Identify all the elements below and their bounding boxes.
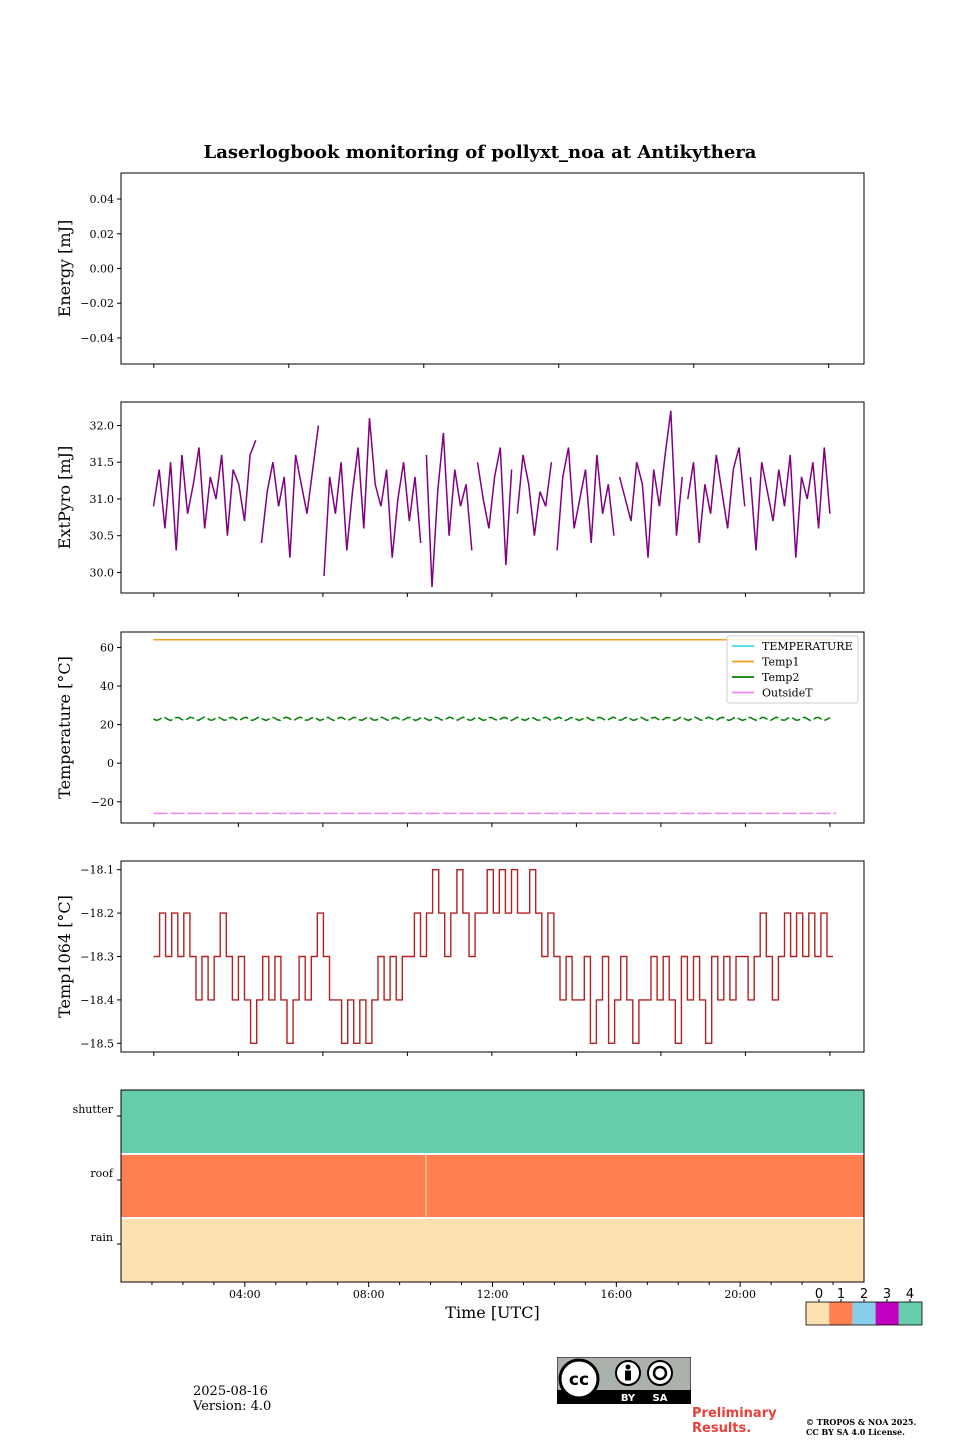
status-xtick-label: 08:00 [353, 1288, 385, 1301]
cc-sa-text: SA [653, 1393, 668, 1404]
extpyro-ytick-label: 32.0 [90, 420, 115, 433]
status-cell-shutter [121, 1090, 864, 1154]
temp1064-ytick-label: −18.5 [80, 1037, 114, 1050]
extpyro-series-line [425, 432, 473, 588]
legend-entry-temp1: Temp1 [762, 656, 799, 669]
status-row-label-shutter: shutter [73, 1103, 114, 1116]
status-cell-rain [121, 1218, 864, 1282]
legend-box [726, 635, 859, 704]
extpyro-frame [120, 401, 865, 594]
energy-frame [120, 172, 865, 365]
temperature-ytick-label: 40 [100, 680, 114, 693]
preliminary-notice: Preliminary Results. [692, 1406, 777, 1436]
energy-ytick-label: 0.04 [90, 193, 115, 206]
date-label: 2025-08-16 [193, 1384, 268, 1399]
cc-by-sa-badge-icon: cc BY SA [557, 1357, 691, 1404]
energy-axes: 0.04 0.02 0.00 −0.02 −0.04 Energy [mJ] [55, 172, 865, 368]
time-axis-label: Time [UTC] [445, 1303, 539, 1322]
colorbar-tick-label: 0 [815, 1287, 823, 1302]
extpyro-ytick-label: 30.5 [90, 530, 115, 543]
temperature-ytick-label: 0 [107, 757, 114, 770]
temperature-ytick-label: −20 [91, 796, 114, 809]
date-version-block: 2025-08-16 Version: 4.0 [193, 1384, 271, 1414]
temperature-ytick-label: 20 [100, 719, 114, 732]
extpyro-series-line [476, 447, 513, 566]
energy-ytick-label: 0.02 [90, 228, 115, 241]
legend-entry-outsidet: OutsideT [762, 687, 813, 700]
temperature-legend: TEMPERATURE Temp1 Temp2 OutsideT [726, 635, 859, 704]
copyright-line1: © TROPOS & NOA 2025. [806, 1417, 917, 1427]
extpyro-ytick-label: 31.0 [90, 493, 115, 506]
extpyro-ylabel: ExtPyro [mJ] [55, 446, 74, 549]
extpyro-series-line [260, 425, 320, 558]
temp1064-ytick-label: −18.1 [80, 864, 114, 877]
energy-ytick-label: 0.00 [90, 263, 115, 276]
status-xtick-label: 04:00 [229, 1288, 261, 1301]
status-cell-roof [121, 1154, 864, 1218]
copyright-block: © TROPOS & NOA 2025. CC BY SA 4.0 Licens… [806, 1417, 916, 1437]
temp1064-ytick-label: −18.4 [80, 994, 114, 1007]
temp1064-ytick-label: −18.3 [80, 951, 114, 964]
temp1064-series-line [153, 869, 833, 1045]
energy-ylabel: Energy [mJ] [55, 220, 74, 318]
colorbar-tick-label: 1 [837, 1287, 845, 1302]
cc-circle-icon [558, 1358, 600, 1400]
version-label: Version: 4.0 [193, 1399, 272, 1414]
temperature-axes: 60 40 20 0 −20 Temperature [°C] TEMPERATURE Tem… [55, 631, 865, 827]
colorbar-cell-4 [898, 1302, 922, 1325]
cc-by-text: BY [621, 1393, 636, 1404]
legend-entry-temperature: TEMPERATURE [762, 640, 853, 653]
energy-ytick-label: −0.04 [80, 332, 114, 345]
temp2-series-line [153, 716, 831, 722]
temp1064-ytick-label: −18.2 [80, 907, 114, 920]
extpyro-series-line [687, 447, 746, 544]
plots-layer: 0.04 0.02 0.00 −0.02 −0.04 Energy [mJ] 32.0 31.… [55, 172, 923, 1326]
colorbar-tick-label: 2 [860, 1287, 868, 1302]
sa-share-icon [647, 1360, 673, 1386]
extpyro-ytick-label: 30.0 [90, 566, 115, 579]
temperature-frame [120, 631, 865, 824]
extpyro-axes: 32.0 31.5 31.0 30.5 30.0 ExtPyro [mJ] [55, 401, 865, 597]
temperature-ytick-label: 60 [100, 641, 114, 654]
colorbar-tick-label: 3 [883, 1287, 891, 1302]
temperature-ylabel: Temperature [°C] [55, 656, 74, 799]
preliminary-line1: Preliminary [692, 1406, 777, 1421]
figure-title: Laserlogbook monitoring of pollyxt_noa a… [204, 142, 757, 163]
extpyro-ytick-label: 31.5 [90, 456, 115, 469]
preliminary-line2: Results. [692, 1421, 752, 1436]
extpyro-series-line [152, 439, 257, 551]
status-row-label-rain: rain [91, 1231, 113, 1244]
colorbar-cell-2 [852, 1302, 876, 1325]
energy-ytick-label: −0.02 [80, 297, 114, 310]
colorbar-cell-3 [875, 1302, 899, 1325]
status-axes: shutter roof rain 04:00 08:00 12:00 16:00 20:00… [73, 1089, 865, 1322]
status-xtick-label: 16:00 [600, 1288, 632, 1301]
extpyro-series-line [556, 447, 615, 551]
colorbar-cell-1 [829, 1302, 853, 1325]
extpyro-series-line [749, 447, 831, 558]
extpyro-series-line [618, 410, 683, 558]
temp1064-ylabel: Temp1064 [°C] [55, 895, 74, 1018]
svg-text:cc: cc [569, 1370, 589, 1390]
copyright-line2: CC BY SA 4.0 License. [806, 1427, 905, 1437]
colorbar-cell-0 [806, 1302, 830, 1325]
status-xtick-label: 12:00 [477, 1288, 509, 1301]
colorbar-tick-label: 4 [906, 1287, 914, 1302]
extpyro-series-line [323, 418, 422, 577]
temp1064-axes: −18.1 −18.2 −18.3 −18.4 −18.5 Temp1064 [°C] [55, 860, 865, 1056]
status-xtick-label: 20:00 [724, 1288, 756, 1301]
extpyro-series-line [516, 454, 553, 536]
legend-entry-temp2: Temp2 [762, 671, 799, 684]
status-row-label-roof: roof [90, 1167, 114, 1180]
